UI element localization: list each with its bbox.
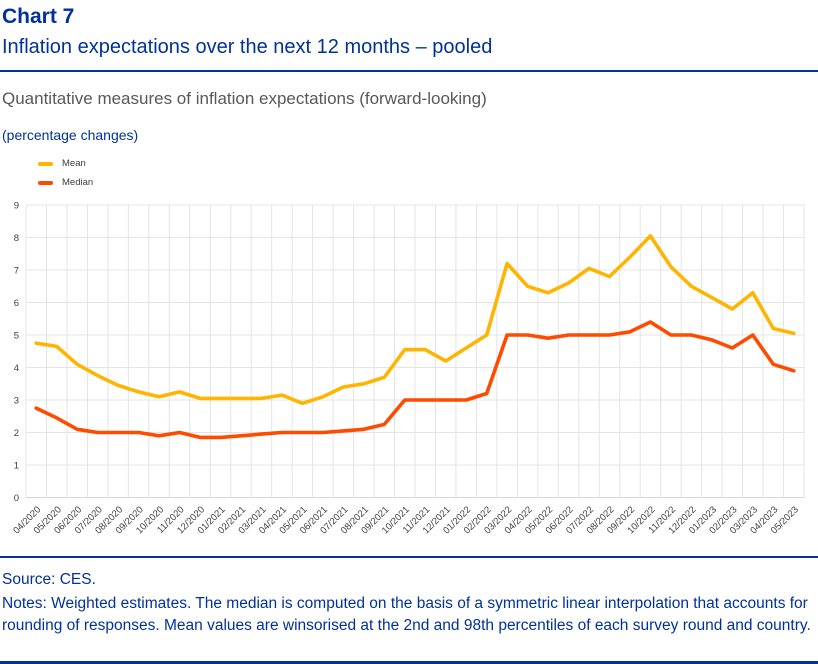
legend-item-mean[interactable]: Mean: [38, 154, 93, 173]
notes-text: Notes: Weighted estimates. The median is…: [2, 595, 811, 634]
y-tick-label: 4: [14, 363, 19, 374]
y-tick-label: 8: [14, 233, 19, 244]
line-chart: 0 1 2 3 4 5 6 7 8 9 04/202005/202006/202007/202008…: [11, 201, 805, 536]
median-swatch-icon: [38, 180, 53, 185]
legend-label-mean: Mean: [62, 158, 86, 169]
legend: Mean Median: [38, 154, 93, 192]
median-line[interactable]: [34, 320, 796, 440]
y-tick-label: 7: [14, 266, 19, 277]
legend-label-median: Median: [62, 177, 94, 188]
y-tick-label: 3: [14, 396, 19, 407]
y-tick-label: 0: [14, 493, 19, 504]
chart-heading: Quantitative measures of inflation expec…: [2, 89, 487, 108]
y-tick-label: 6: [14, 298, 19, 309]
title-divider: [0, 70, 818, 72]
x-axis-labels: 04/202005/202006/202007/202008/202009/20…: [11, 504, 801, 536]
source-note: Source: CES.: [2, 571, 96, 588]
footer-divider: [0, 556, 818, 558]
mean-line[interactable]: [34, 234, 796, 406]
bottom-divider: [0, 661, 818, 664]
legend-item-median[interactable]: Median: [38, 173, 93, 192]
mean-swatch-icon: [38, 161, 53, 166]
chart-number: Chart 7: [2, 5, 75, 28]
y-tick-label: 5: [14, 331, 19, 342]
gridlines: [25, 204, 805, 498]
page-title: Inflation expectations over the next 12 …: [2, 36, 493, 58]
y-tick-label: 2: [14, 428, 19, 439]
y-tick-label: 9: [14, 201, 19, 212]
y-axis-labels: 0 1 2 3 4 5 6 7 8 9: [14, 201, 19, 505]
y-tick-label: 1: [14, 461, 19, 472]
chart-unit-label: (percentage changes): [2, 127, 139, 143]
